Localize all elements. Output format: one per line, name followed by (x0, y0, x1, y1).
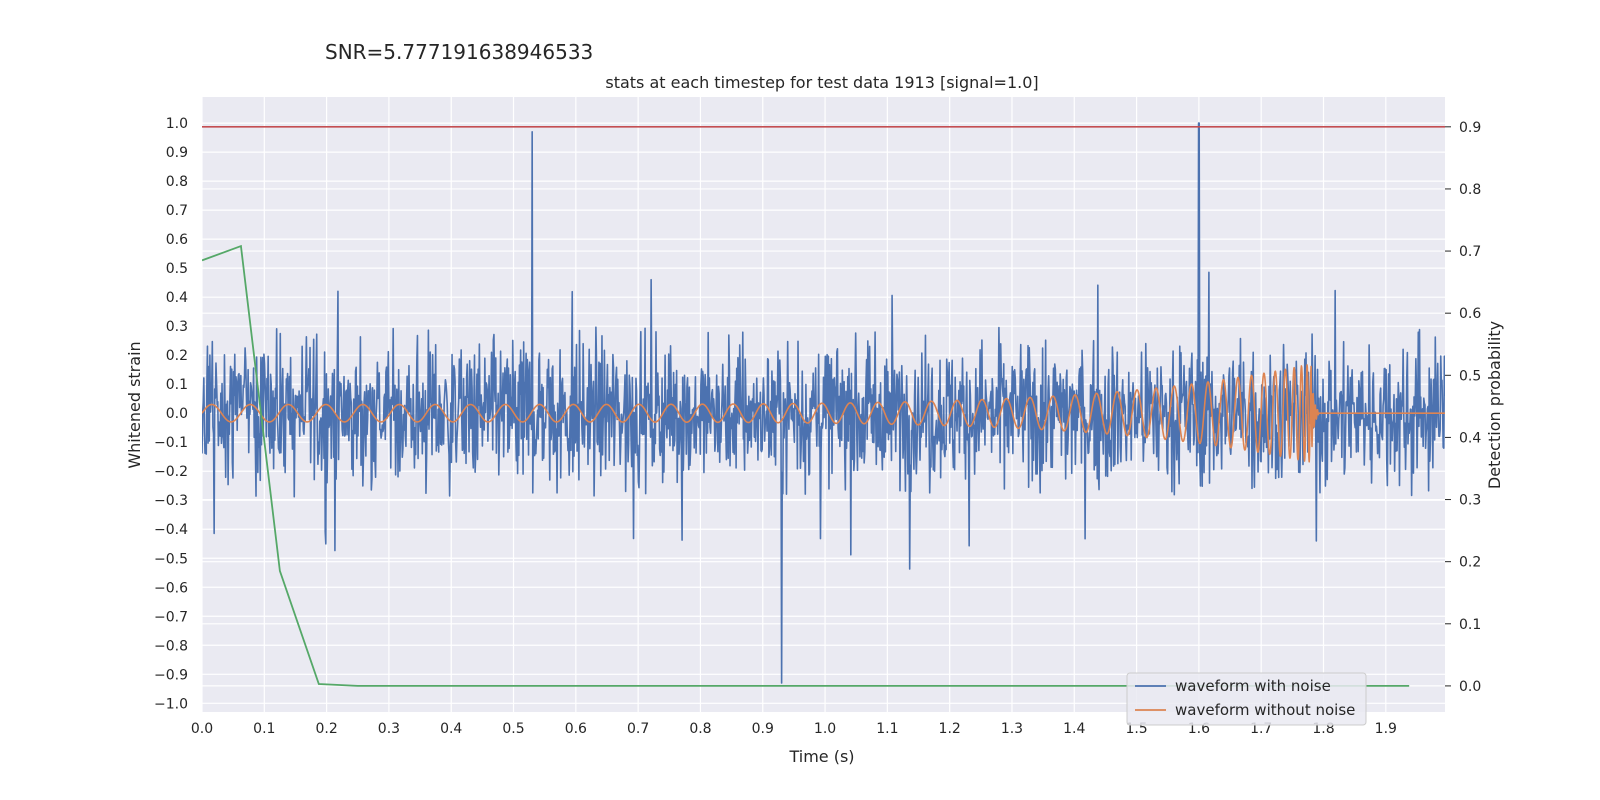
y2-tick-label: 0.0 (1459, 679, 1481, 695)
y-tick-label: −0.9 (154, 667, 188, 683)
y2-tick-label: 0.2 (1459, 555, 1481, 571)
legend-label-clean: waveform without noise (1175, 701, 1355, 719)
x-tick-label: 0.6 (565, 721, 587, 737)
y-tick-label: 0.3 (166, 319, 188, 335)
y-tick-labels: 1.0 0.9 0.8 0.7 0.6 0.5 0.4 0.3 0.2 0.1 0.0 −0.1 −0.… (154, 116, 188, 712)
series-line-waveform-with-noise (202, 122, 1445, 684)
y-tick-label: 0.8 (166, 174, 188, 190)
series-line-detection-probability (202, 244, 1410, 687)
x-tick-label: 0.1 (253, 721, 275, 737)
x-tick-label: 0.9 (752, 721, 774, 737)
x-tick-label: 1.9 (1375, 721, 1397, 737)
x-tick-label: 0.5 (502, 721, 524, 737)
y-tick-label: 0.1 (166, 377, 188, 393)
x-tick-label: 1.4 (1063, 721, 1085, 737)
x-tick-label: 1.3 (1001, 721, 1023, 737)
y-tick-label: −0.8 (154, 638, 188, 654)
x-axis-label: Time (s) (788, 747, 854, 766)
x-tick-label: 0.7 (627, 721, 649, 737)
y-tick-label: 1.0 (166, 116, 188, 132)
legend-box (1126, 672, 1367, 726)
y-tick-label: 0.2 (166, 348, 188, 364)
suptitle: SNR=5.777191638946533 (325, 40, 594, 64)
y-tick-label: −0.1 (154, 435, 188, 451)
chart-title: stats at each timestep for test data 191… (605, 73, 1038, 92)
x-tick-label: 0.3 (378, 721, 400, 737)
x-tick-label: 0.4 (440, 721, 462, 737)
series-line-waveform-without-noise (202, 364, 1445, 463)
y-tick-label: 0.4 (166, 290, 188, 306)
y2-tick-labels: 0.9 0.8 0.7 0.6 0.5 0.4 0.3 0.2 0.1 0.0 (1445, 120, 1481, 695)
y2-tick-label: 0.8 (1459, 182, 1481, 198)
y-tick-label: −0.6 (154, 580, 188, 596)
y2-tick-label: 0.3 (1459, 493, 1481, 509)
x-tick-label: 0.0 (191, 721, 213, 737)
y2-tick-label: 0.4 (1459, 430, 1481, 446)
x-tick-label: 0.2 (315, 721, 337, 737)
x-tick-label: 1.1 (876, 721, 898, 737)
y-tick-label: −0.7 (154, 609, 188, 625)
y2-tick-label: 0.1 (1459, 617, 1481, 633)
y-tick-label: 0.6 (166, 232, 188, 248)
y2-tick-label: 0.7 (1459, 244, 1481, 260)
y-tick-label: −0.2 (154, 464, 188, 480)
x-tick-label: 1.2 (939, 721, 961, 737)
legend-label-noise: waveform with noise (1175, 677, 1331, 695)
x-tick-label: 1.0 (814, 721, 836, 737)
y-tick-label: −0.4 (154, 522, 188, 538)
y-axis-label: Whitened strain (125, 341, 144, 468)
y2-tick-label: 0.5 (1459, 368, 1481, 384)
legend: waveform with noise waveform without noi… (1126, 672, 1367, 726)
y-tick-label: 0.9 (166, 145, 188, 161)
y-tick-label: 0.7 (166, 203, 188, 219)
y2-axis-label: Detection probability (1485, 321, 1504, 489)
y-tick-label: −0.5 (154, 551, 188, 567)
y-tick-label: −0.3 (154, 493, 188, 509)
y-tick-label: −1.0 (154, 696, 188, 712)
y2-tick-label: 0.9 (1459, 120, 1481, 136)
y2-tick-label: 0.6 (1459, 306, 1481, 322)
x-tick-label: 0.8 (689, 721, 711, 737)
y-tick-label: 0.5 (166, 261, 188, 277)
plot-area (202, 122, 1445, 687)
y-tick-label: 0.0 (166, 406, 188, 422)
